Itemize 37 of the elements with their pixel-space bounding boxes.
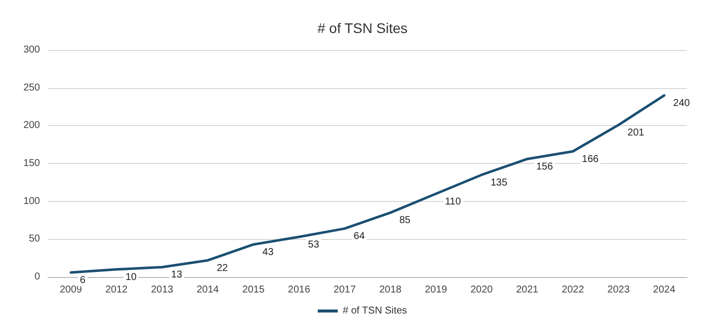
x-tick-label: 2012 — [105, 284, 128, 296]
x-tick-label: 2016 — [288, 284, 311, 296]
x-tick-label: 2023 — [607, 284, 630, 296]
legend-label: # of TSN Sites — [342, 306, 408, 316]
data-label: 201 — [628, 127, 645, 138]
x-tick-label: 2020 — [470, 284, 494, 296]
y-tick-label: 250 — [23, 82, 40, 94]
x-tick-label: 2013 — [150, 284, 174, 296]
data-label: 53 — [308, 239, 320, 250]
data-label: 64 — [354, 231, 366, 242]
x-tick-label: 2019 — [424, 284, 448, 296]
x-tick-label: 2014 — [196, 284, 220, 296]
data-label: 156 — [536, 161, 554, 172]
x-tick-label: 2021 — [516, 284, 539, 296]
data-label: 10 — [125, 272, 138, 283]
data-label: 43 — [262, 246, 274, 258]
data-label: 6 — [80, 274, 86, 286]
data-label: 22 — [216, 262, 228, 274]
data-label: 135 — [490, 177, 508, 188]
y-tick-label: 200 — [23, 120, 40, 132]
chart-title: # of TSN Sites — [317, 20, 408, 36]
x-tick-label: 2024 — [653, 284, 676, 296]
x-tick-label: 2009 — [60, 284, 82, 296]
y-tick-label: 0 — [34, 272, 40, 282]
x-tick-label: 2022 — [562, 284, 584, 296]
data-label: 13 — [171, 270, 183, 281]
x-tick-label: 2015 — [242, 284, 265, 296]
y-tick-label: 50 — [28, 234, 40, 245]
y-tick-label: 100 — [23, 196, 40, 207]
x-tick-label: 2018 — [379, 284, 402, 296]
y-tick-label: 300 — [23, 44, 40, 56]
data-label: 110 — [444, 196, 462, 208]
data-label: 85 — [399, 215, 411, 226]
data-label: 240 — [673, 98, 690, 109]
data-label: 166 — [582, 154, 600, 165]
x-tick-label: 2017 — [334, 284, 356, 296]
y-tick-label: 150 — [23, 158, 40, 169]
